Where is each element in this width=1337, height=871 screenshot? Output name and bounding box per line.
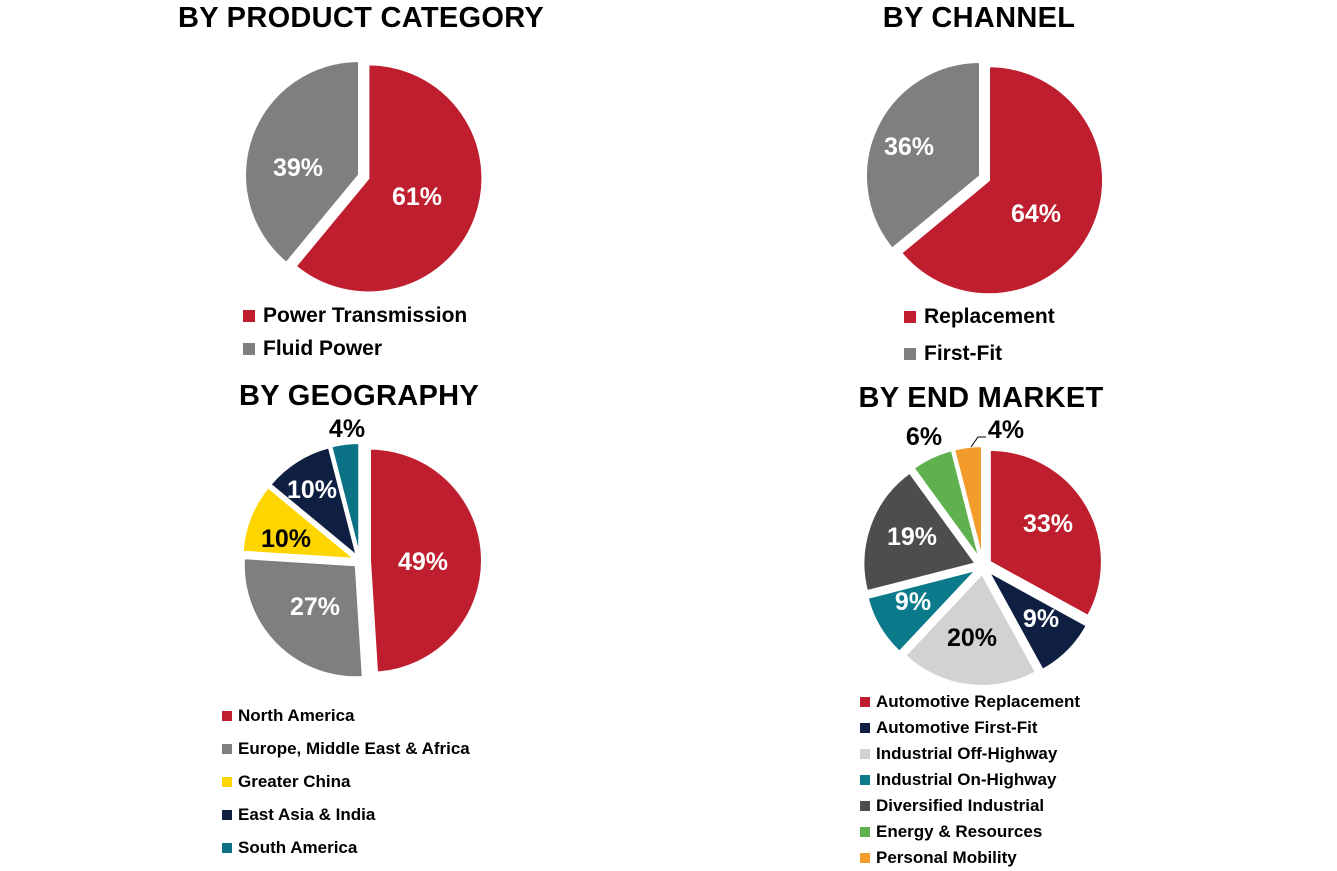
legend-item-replacement: Replacement — [904, 297, 1055, 337]
legend-label: Automotive First-Fit — [876, 718, 1038, 737]
pie-slice-geography-3 — [269, 446, 359, 559]
pie-slice-end-market-5 — [912, 449, 981, 560]
legend-item-power-transmission: Power Transmission — [243, 299, 467, 332]
legend-item-personal-mobility: Personal Mobility — [860, 845, 1080, 871]
legend-label: Automotive Replacement — [876, 692, 1081, 711]
data-label-end-market-3: 9% — [895, 588, 931, 616]
legend-swatch — [860, 827, 870, 837]
legend-item-greater-china: Greater China — [222, 765, 470, 798]
pie-slice-end-market-3 — [866, 568, 980, 654]
legend-swatch — [860, 697, 870, 707]
legend-label: Power Transmission — [263, 303, 468, 327]
pie-slice-geography-1 — [242, 557, 364, 679]
data-label-geography-1: 27% — [290, 593, 340, 621]
legend-label: Energy & Resources — [876, 822, 1043, 841]
pie-slice-end-market-4 — [862, 471, 978, 593]
legend-swatch — [222, 710, 232, 721]
data-label-end-market-4: 19% — [887, 523, 937, 551]
data-label-geography-2: 10% — [261, 525, 311, 553]
pie-slice-product-1 — [244, 59, 360, 265]
legend-label: Industrial On-Highway — [876, 770, 1057, 789]
end-market-legend: Automotive Replacement Automotive First-… — [860, 689, 1080, 871]
pie-slice-geography-4 — [330, 442, 361, 556]
legend-swatch — [860, 775, 870, 785]
legend-item-automotive-first-fit: Automotive First-Fit — [860, 715, 1080, 741]
pie-slice-geography-0 — [368, 447, 483, 674]
data-label-channel-0: 64% — [1011, 200, 1061, 228]
pie-slice-channel-0 — [899, 65, 1105, 296]
legend-swatch — [222, 743, 232, 754]
legend-item-south-america: South America — [222, 831, 470, 864]
label-leader-line — [970, 436, 986, 448]
pie-slice-product-0 — [294, 63, 484, 294]
legend-label: Industrial Off-Highway — [876, 744, 1058, 763]
legend-item-energy-resources: Energy & Resources — [860, 819, 1080, 845]
end-market-chart-title: BY END MARKET — [858, 382, 1104, 414]
legend-swatch — [222, 776, 232, 787]
data-label-end-market-1: 9% — [1023, 605, 1059, 633]
legend-item-industrial-on-highway: Industrial On-Highway — [860, 767, 1080, 793]
legend-swatch — [904, 311, 916, 323]
legend-label: First-Fit — [924, 342, 1003, 365]
legend-label: Diversified Industrial — [876, 796, 1045, 815]
legend-item-diversified-industrial: Diversified Industrial — [860, 793, 1080, 819]
channel-legend: Replacement First-Fit — [904, 297, 1055, 371]
legend-item-north-america: North America — [222, 699, 470, 732]
pie-slice-geography-2 — [241, 485, 358, 560]
legend-label: Fluid Power — [263, 336, 383, 360]
legend-label: Replacement — [924, 305, 1055, 328]
legend-swatch — [860, 723, 870, 733]
legend-swatch — [860, 749, 870, 759]
pie-slice-end-market-1 — [986, 569, 1089, 672]
product-legend: Power Transmission Fluid Power — [243, 299, 467, 365]
data-label-end-market-6: 4% — [988, 416, 1024, 444]
geography-legend: North America Europe, Middle East & Afri… — [222, 699, 470, 864]
data-label-geography-4: 4% — [329, 415, 365, 443]
data-label-end-market-0: 33% — [1023, 510, 1073, 538]
geography-chart-title: BY GEOGRAPHY — [239, 380, 479, 412]
legend-label: East Asia & India — [238, 804, 376, 824]
data-label-product-1: 39% — [273, 154, 323, 182]
legend-swatch — [243, 309, 255, 322]
legend-swatch — [860, 853, 870, 863]
data-label-end-market-2: 20% — [947, 624, 997, 652]
pie-slice-channel-1 — [865, 60, 981, 251]
legend-label: Europe, Middle East & Africa — [238, 738, 470, 758]
legend-item-first-fit: First-Fit — [904, 337, 1055, 371]
product-chart-title: BY PRODUCT CATEGORY — [177, 2, 545, 34]
legend-swatch — [222, 842, 232, 853]
data-label-end-market-5: 6% — [906, 423, 942, 451]
legend-swatch — [243, 342, 255, 355]
legend-label: Greater China — [238, 771, 351, 791]
pie-slice-end-market-0 — [988, 448, 1103, 618]
channel-chart-title: BY CHANNEL — [882, 2, 1076, 34]
legend-swatch — [222, 809, 232, 820]
legend-item-fluid-power: Fluid Power — [243, 332, 467, 365]
data-label-geography-3: 10% — [287, 476, 337, 504]
legend-label: Personal Mobility — [876, 848, 1017, 867]
legend-item-emea: Europe, Middle East & Africa — [222, 732, 470, 765]
data-label-geography-0: 49% — [398, 548, 448, 576]
legend-label: South America — [238, 837, 358, 857]
legend-item-east-asia-india: East Asia & India — [222, 798, 470, 831]
legend-swatch — [904, 348, 916, 360]
pie-slice-end-market-6 — [952, 445, 983, 559]
legend-swatch — [860, 801, 870, 811]
legend-item-automotive-replacement: Automotive Replacement — [860, 689, 1080, 715]
legend-item-industrial-off-highway: Industrial Off-Highway — [860, 741, 1080, 767]
data-label-product-0: 61% — [392, 183, 442, 211]
legend-label: North America — [238, 705, 355, 725]
pie-slice-end-market-2 — [903, 572, 1038, 687]
data-label-channel-1: 36% — [884, 133, 934, 161]
